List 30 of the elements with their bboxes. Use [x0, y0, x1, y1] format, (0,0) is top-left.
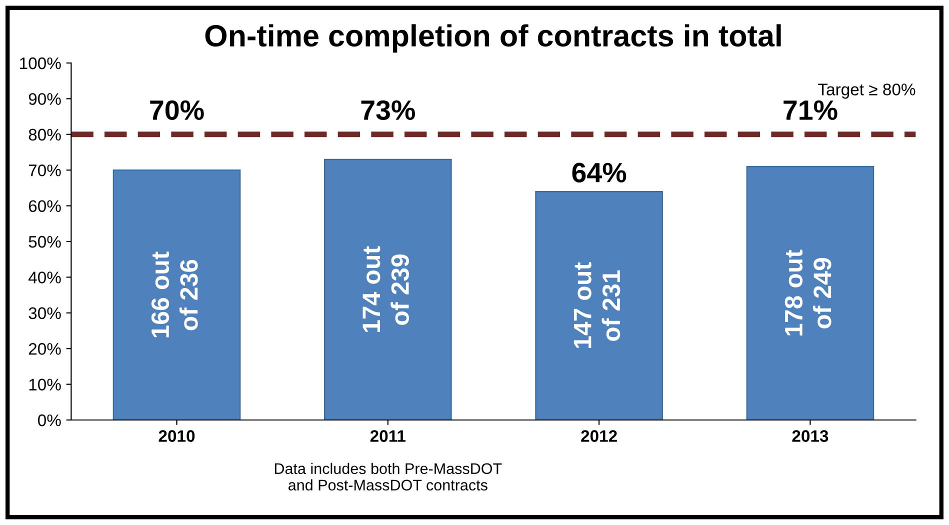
y-tick-label: 70%: [28, 164, 61, 176]
y-tick-label: 50%: [28, 236, 61, 248]
chart-title: On-time completion of contracts in total: [205, 24, 781, 53]
x-tick-label: 2012: [581, 430, 617, 442]
y-tick-label: 100%: [20, 57, 61, 70]
x-tick-label: 2010: [158, 430, 195, 442]
annotation: 174 out of 239: [362, 246, 410, 332]
x-tick-label: 2011: [370, 430, 406, 442]
data-label: 73%: [361, 100, 415, 120]
y-tick-label: 90%: [28, 93, 61, 105]
text: Data includes both Pre-MassDOT and Post-MassDOT contracts: [274, 462, 502, 491]
y-tick-label: 20%: [28, 343, 61, 355]
bar: [535, 190, 663, 420]
bar: [746, 166, 874, 420]
y-tick-label: 40%: [28, 272, 61, 284]
y-tick-label: 30%: [28, 307, 61, 320]
data-label: 71%: [784, 100, 838, 120]
ref-line-label: Target ≥ 80%: [818, 84, 916, 99]
y-tick-label: 0%: [38, 414, 61, 426]
data-label: 64%: [572, 162, 626, 182]
annotation: 147 out of 231: [574, 262, 620, 348]
y-tick-label: 10%: [29, 378, 61, 391]
y-tick-label: 60%: [28, 200, 61, 212]
annotation: 166 out of 236: [151, 252, 198, 338]
data-label: 70%: [150, 100, 204, 120]
bar: [112, 170, 241, 420]
bar: [324, 158, 452, 420]
annotation: 178 out of 249: [784, 250, 832, 336]
y-tick-label: 80%: [28, 128, 61, 141]
x-tick-label: 2013: [792, 430, 828, 442]
